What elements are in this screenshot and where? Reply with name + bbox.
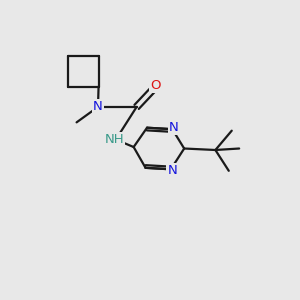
Text: N: N [167,164,177,177]
Text: O: O [150,79,160,92]
Text: N: N [169,121,179,134]
Text: NH: NH [104,133,124,146]
Text: N: N [93,100,103,113]
